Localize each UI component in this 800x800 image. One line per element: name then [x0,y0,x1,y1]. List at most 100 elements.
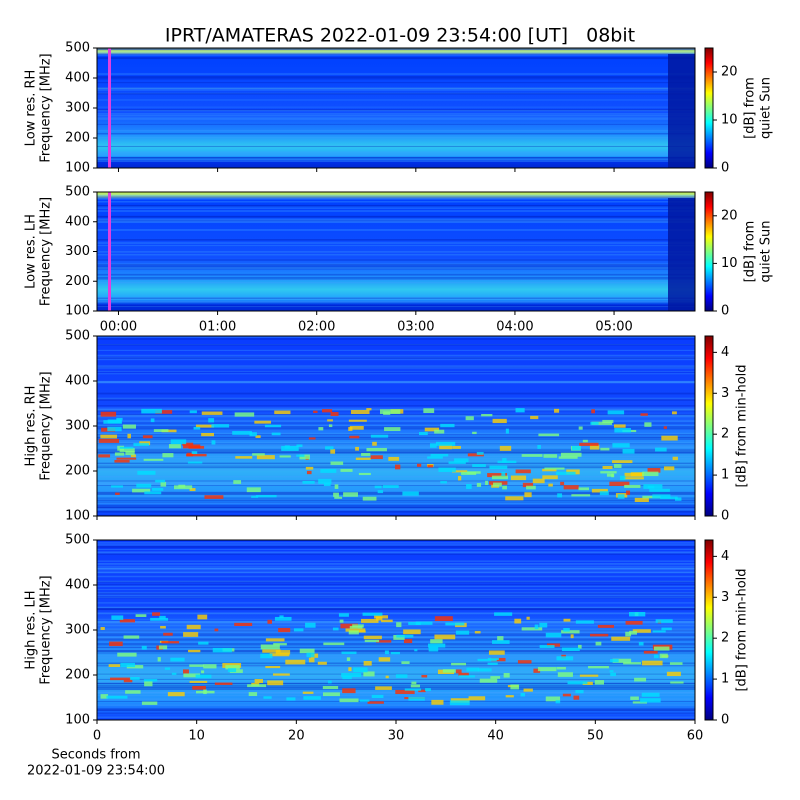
spectrogram-burst [251,495,259,498]
colorbar-label: quiet Sun [759,220,774,282]
spectrogram-burst [361,618,379,623]
spectrogram-stripe [97,92,695,95]
spectrogram-burst [630,696,639,700]
spectrogram-burst [214,628,219,632]
spectrogram-burst [338,613,349,617]
spectrogram-burst [183,632,199,637]
spectrogram-burst [555,700,561,704]
spectrogram-stripe [97,57,695,59]
spectrogram-burst [467,453,484,457]
spectrogram-stripe [97,434,695,436]
spectrogram-burst [396,622,402,628]
spectrogram-burst [303,696,321,700]
spectrogram-burst [395,674,408,678]
spectrogram-stripe [97,507,695,510]
spectrogram-burst [424,427,440,432]
spectrogram-stripe [97,220,695,222]
y-tick-label: 400 [65,578,90,593]
spectrogram-burst [455,669,462,674]
spectrogram-burst [468,696,486,701]
spectrogram-stripe [97,206,695,208]
spectrogram-burst [317,661,327,665]
spectrogram-burst [235,456,253,459]
spectrogram-burst [609,481,630,486]
spectrogram-burst [591,488,608,493]
spectrogram-stripe [97,432,695,435]
spectrogram-burst [195,674,212,679]
spectrogram-stripe [97,392,695,394]
spectrogram-burst [178,484,186,488]
spectrogram-stripe [97,82,695,84]
spectrogram-burst [201,670,205,674]
spectrogram-stripe [97,446,695,449]
spectrogram-burst [372,441,377,446]
spectrogram-burst [455,630,470,635]
spectrogram-burst [414,649,418,652]
spectrogram-burst [234,622,253,627]
x-tick-label: 30 [388,729,405,744]
spectrogram-burst [161,429,177,433]
spectrogram-stripe [97,618,695,620]
spectrogram-burst [579,442,599,446]
spectrogram-burst [481,414,493,417]
spectrogram-burst [182,669,189,674]
spectrogram-burst [624,484,641,488]
spectrogram-burst [98,438,120,443]
spectrogram-stripe [97,119,695,121]
spectrogram-burst [623,662,642,665]
spectrogram-burst [461,471,477,475]
spectrogram-stripe [97,365,695,367]
spectrogram-burst [152,612,161,616]
spectrogram-stripe [97,562,695,564]
spectrogram-stripe [97,297,695,299]
spectrogram-stripe [97,673,695,675]
spectrogram-burst [349,425,364,430]
spectrogram-stripe [97,449,695,451]
spectrogram-stripe [97,684,695,687]
spectrogram-burst [375,640,392,643]
spectrogram-burst [296,454,305,457]
spectrogram-stripe [97,650,695,652]
spectrogram-stripe [97,306,695,307]
spectrogram-stripe [97,156,695,159]
colorbar-tick-label: 20 [721,65,738,80]
spectrogram-stripe [97,338,695,340]
spectrogram-burst [402,491,419,496]
spectrogram-gap [668,54,695,168]
spectrogram-burst [642,471,659,477]
spectrogram-stripe [97,229,695,231]
spectrogram-burst [168,444,181,449]
spectrogram-burst [674,497,682,501]
spectrogram-burst [371,694,384,699]
spectrogram-burst [490,676,501,679]
spectrogram-burst [425,688,431,692]
spectrogram-burst [563,628,570,632]
spectrogram-stripe [97,623,695,625]
y-tick-label: 200 [65,131,90,146]
spectrogram-burst [582,681,593,685]
spectrogram-burst [434,616,453,622]
spectrogram-stripe [97,239,695,241]
spectrogram-stripe [97,420,695,422]
spectrogram-burst [591,421,613,425]
spectrogram-burst [562,693,571,697]
spectrogram-burst [232,431,252,435]
spectrogram-stripe [97,282,695,284]
spectrogram-burst [108,664,121,667]
spectrogram-burst [537,445,541,449]
spectrogram-burst [322,692,340,697]
spectrogram-stripe [97,89,695,91]
spectrogram-burst [333,492,339,497]
spectrogram-burst [485,480,489,486]
spectrogram-burst [388,456,400,461]
spectrogram-burst [653,654,659,659]
y-tick-label: 300 [65,101,90,116]
spectrogram-burst [427,456,443,459]
spectrogram-burst [109,641,123,647]
x-tick-label: 04:00 [496,320,533,335]
spectrogram-stripe [97,442,695,444]
spectrogram-stripe [97,683,695,685]
spectrogram-burst [492,640,510,644]
spectrogram-stripe [97,87,695,89]
spectrogram-stripe [97,482,695,484]
